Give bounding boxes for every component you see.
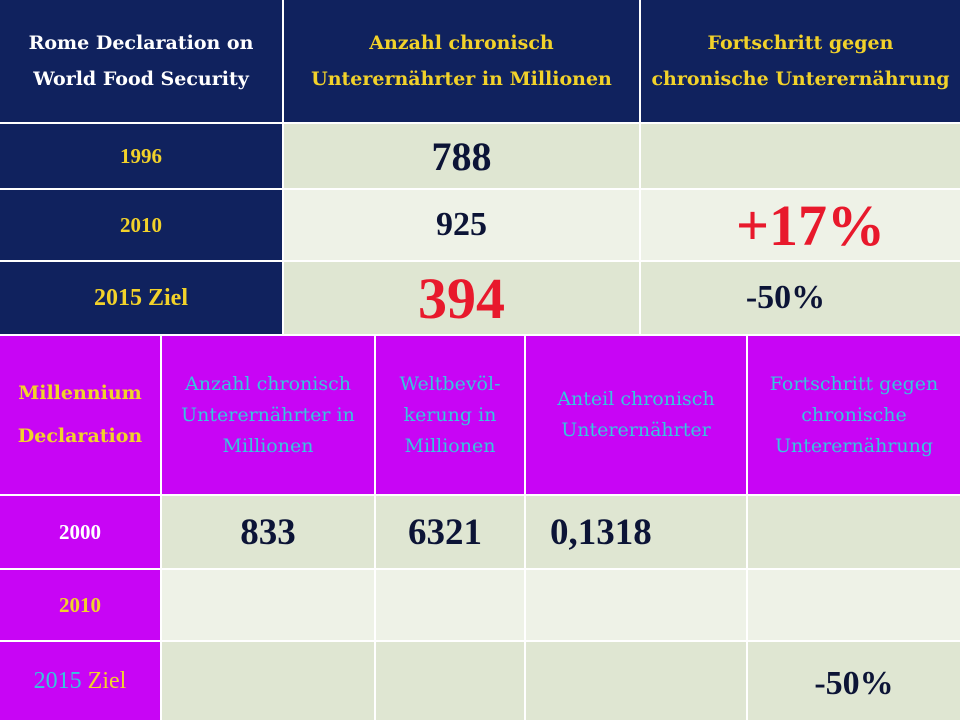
table1-row-progress: -50% [641, 262, 960, 334]
table2-row-share [526, 570, 746, 640]
table2-row-share [526, 642, 746, 720]
table2-row-year-ziel: Ziel [87, 667, 127, 694]
table2-row-year-number: 2015 [33, 667, 82, 694]
table2-header-share: Anteil chronisch Unterernährter [526, 336, 746, 494]
table2-header-count: Anzahl chronisch Unterernährter in Milli… [162, 336, 374, 494]
table2-row-progress: -50% [748, 642, 960, 720]
table1-row-year: 1996 [0, 124, 282, 188]
table1-row-year: 2010 [0, 190, 282, 260]
table2-row-count [162, 570, 374, 640]
table2-row-population [376, 570, 524, 640]
table1-row-value: 925 [284, 190, 639, 260]
table2-row-year: 2010 [0, 570, 160, 640]
table2-row-year: 2015 Ziel [0, 642, 160, 720]
table1-header-title: Rome Declaration on World Food Security [0, 0, 282, 122]
table2-header-title: Millennium Declaration [0, 336, 160, 494]
table2-row-progress [748, 496, 960, 568]
table1-row-value: 788 [284, 124, 639, 188]
table1-row-year: 2015 Ziel [0, 262, 282, 334]
table2-row-count [162, 642, 374, 720]
table2-row-progress [748, 570, 960, 640]
table1-row-progress [641, 124, 960, 188]
table1-row-progress: +17% [641, 190, 960, 260]
table2-row-count: 833 [162, 496, 374, 568]
table1-row-value: 394 [284, 262, 639, 334]
table2-row-share: 0,1318 [526, 496, 746, 568]
table2-row-year: 2000 [0, 496, 160, 568]
table1-header-count: Anzahl chronisch Unterernährter in Milli… [284, 0, 639, 122]
table2-row-population: 6321 [376, 496, 524, 568]
table2-header-progress: Fortschritt gegen chronische Unterernähr… [748, 336, 960, 494]
table1-header-progress: Fortschritt gegen chronische Unterernähr… [641, 0, 960, 122]
table2-header-population: Weltbevöl-kerung in Millionen [376, 336, 524, 494]
table2-row-population [376, 642, 524, 720]
